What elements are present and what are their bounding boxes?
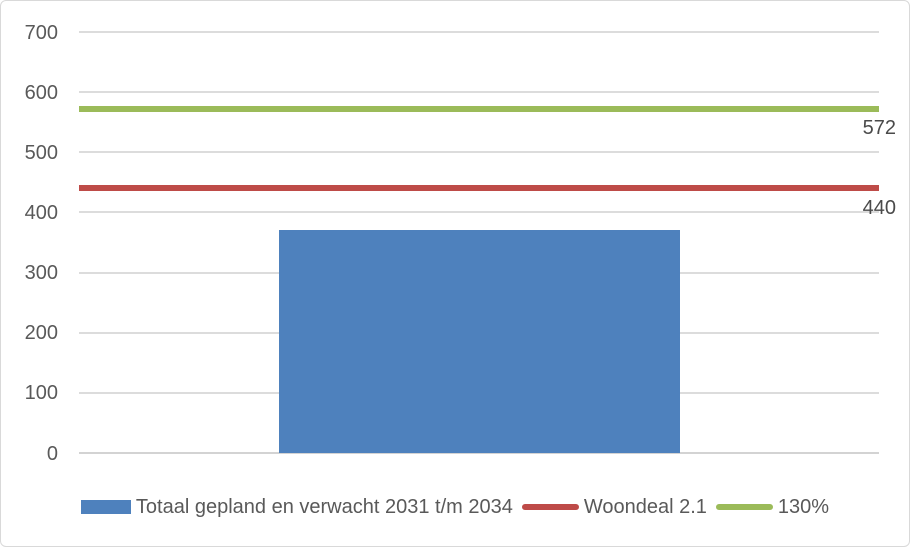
woondeal-value-label: 440: [862, 196, 896, 219]
legend-label: Totaal gepland en verwacht 2031 t/m 2034: [135, 495, 513, 518]
pct130-value-label: 572: [862, 117, 896, 140]
legend-line-swatch: [715, 504, 773, 510]
y-tick-label: 0: [46, 442, 58, 465]
legend-bar-swatch: [80, 500, 131, 514]
x-axis-line: [79, 452, 879, 454]
y-tick-label: 500: [24, 141, 58, 164]
y-tick-label: 400: [24, 201, 58, 224]
bar-totaal-gepland[interactable]: [279, 229, 680, 453]
legend-item[interactable]: Woondeal 2.1: [521, 495, 707, 519]
y-tick-label: 700: [24, 21, 58, 44]
legend-item[interactable]: Totaal gepland en verwacht 2031 t/m 2034: [80, 495, 513, 519]
y-tick-label: 300: [24, 262, 58, 285]
legend-label: 130%: [777, 495, 830, 518]
legend-label: Woondeal 2.1: [583, 495, 707, 518]
woondeal-reference-line[interactable]: [79, 185, 879, 192]
legend-item[interactable]: 130%: [715, 495, 830, 519]
gridline: [79, 151, 879, 154]
gridline: [79, 91, 879, 94]
gridline: [79, 211, 879, 214]
y-tick-label: 100: [24, 382, 58, 405]
pct130-reference-line[interactable]: [79, 105, 879, 112]
y-tick-label: 600: [24, 81, 58, 104]
y-tick-label: 200: [24, 322, 58, 345]
legend-line-swatch: [521, 504, 579, 510]
plot-area: [79, 31, 879, 454]
legend: Totaal gepland en verwacht 2031 t/m 2034…: [1, 493, 909, 521]
gridline: [79, 31, 879, 33]
